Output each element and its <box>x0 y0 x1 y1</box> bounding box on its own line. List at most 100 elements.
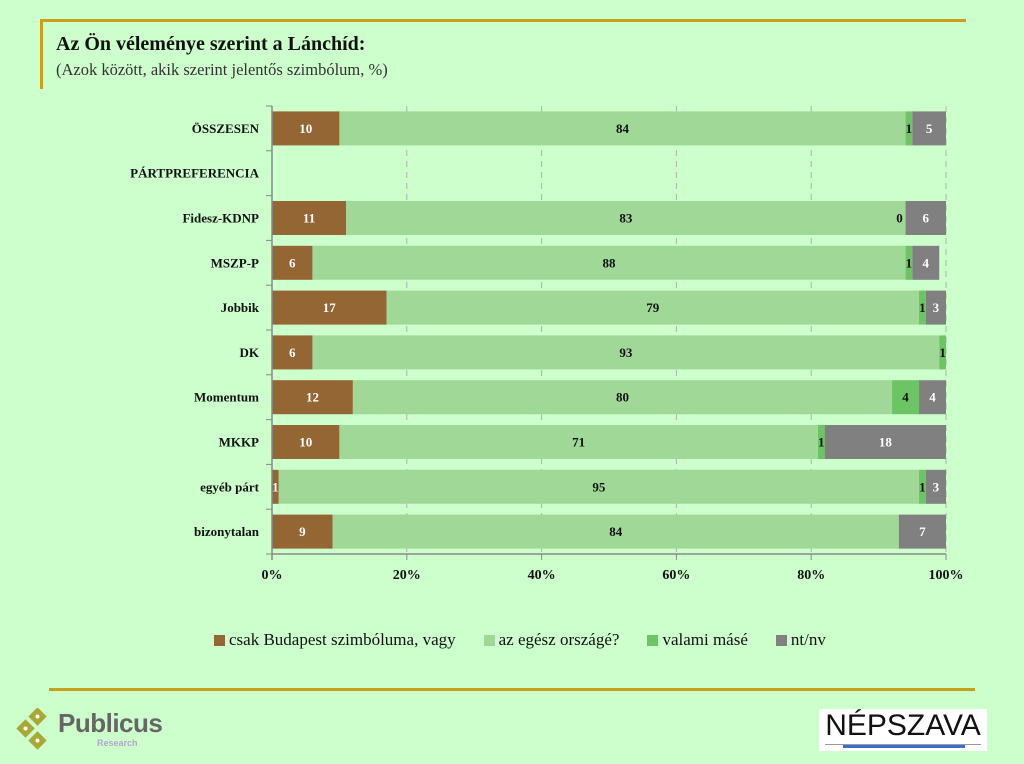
frame-bottom-rule <box>49 688 975 691</box>
bar-segment <box>905 245 913 280</box>
data-label: 95 <box>592 479 606 494</box>
data-label: 1 <box>919 300 926 315</box>
data-label: 1 <box>939 345 946 360</box>
stacked-bar-chart: 10 84 1 511 83 0 66 88 1 417 79 1 36 93 112 80 4 410 71 1 18… <box>130 105 964 583</box>
bars: 10 84 1 511 83 0 66 88 1 417 79 1 36 93 112 80 4 410 71 1 18… <box>272 111 946 549</box>
bar-segment <box>352 380 893 415</box>
bar-segment <box>939 335 946 370</box>
legend-swatch <box>483 634 495 646</box>
data-label: 6 <box>923 211 930 226</box>
data-label: 93 <box>619 345 633 360</box>
data-label: 17 <box>323 300 337 315</box>
axes <box>266 105 947 560</box>
data-label: 3 <box>933 300 940 315</box>
bar-segment <box>272 425 340 459</box>
bar-segment <box>272 469 279 504</box>
data-label: 7 <box>919 524 926 539</box>
data-label: 6 <box>289 345 296 360</box>
data-label: 4 <box>923 255 930 270</box>
legend-label: csak Budapest szimbóluma, vagy <box>229 630 456 649</box>
category-label: Momentum <box>194 390 259 405</box>
category-label: Fidesz-KDNP <box>182 211 259 226</box>
category-labels: ÖSSZESEN PÁRTPREFERENCIA Fidesz-KDNP MSZP-P… <box>130 121 260 539</box>
bar-segment <box>312 245 906 280</box>
legend-swatch <box>214 634 225 646</box>
category-label: MKKP <box>219 435 259 450</box>
nepszava-bar <box>843 745 965 748</box>
data-label: 11 <box>303 211 315 226</box>
bar-segment <box>339 111 906 146</box>
category-label: ÖSSZESEN <box>192 121 260 136</box>
bar-segment <box>272 335 313 370</box>
bar-segment <box>898 514 946 549</box>
bar-segment <box>919 469 926 504</box>
bar-segment <box>346 201 906 235</box>
publicus-logo: Publicus Research <box>12 707 163 752</box>
x-tick-label: 60% <box>662 568 690 583</box>
bar-segment <box>272 111 340 146</box>
legend-label: valami másé <box>662 630 748 649</box>
legend: csak Budapest szimbóluma, vagy az egész … <box>214 630 854 650</box>
legend-swatch <box>775 634 787 646</box>
data-label: 1 <box>272 479 279 494</box>
bar-segment <box>912 111 946 146</box>
tick-labels: 0% 20% 40% 60% 80% 100% <box>262 568 964 583</box>
data-label: 10 <box>299 435 312 450</box>
bar-segment <box>272 514 333 549</box>
data-label: 10 <box>299 121 312 136</box>
data-label: 84 <box>609 524 623 539</box>
bar-segment <box>332 514 899 549</box>
category-label: egyéb párt <box>200 479 260 494</box>
bar-segment <box>272 201 347 235</box>
legend-item-ntnv: nt/nv <box>775 630 826 650</box>
bar-segment <box>339 425 818 459</box>
publicus-sub: Research <box>97 738 138 748</box>
bar-segment <box>905 111 913 146</box>
data-label: 84 <box>616 121 630 136</box>
data-label: 1 <box>818 435 825 450</box>
bar-segment <box>272 380 353 415</box>
category-label: PÁRTPREFERENCIA <box>130 166 259 181</box>
x-tick-label: 40% <box>528 568 556 583</box>
data-label: 9 <box>299 524 306 539</box>
bar-segment <box>925 290 946 325</box>
legend-item-orszag: az egész országé? <box>483 630 619 650</box>
x-tick-label: 100% <box>929 568 964 583</box>
legend-label: nt/nv <box>790 630 826 649</box>
legend-swatch <box>647 634 659 646</box>
category-label: bizonytalan <box>194 524 260 539</box>
frame-left-rule <box>40 19 43 89</box>
category-label: MSZP-P <box>211 255 259 270</box>
data-label: 80 <box>616 390 629 405</box>
data-label: 12 <box>306 390 319 405</box>
data-label: 4 <box>902 390 909 405</box>
data-label: 18 <box>879 435 893 450</box>
bar-segment <box>919 290 926 325</box>
bar-segment <box>272 245 313 280</box>
data-label: 5 <box>926 121 933 136</box>
legend-item-mase: valami másé <box>647 630 748 650</box>
bar-segment <box>272 290 387 325</box>
bar-segment <box>817 425 825 459</box>
gridlines <box>406 106 947 554</box>
data-label: 4 <box>929 390 936 405</box>
x-tick-label: 20% <box>393 568 421 583</box>
data-label: 0 <box>896 211 903 226</box>
data-label: 79 <box>646 300 660 315</box>
publicus-diamonds-icon <box>16 707 47 750</box>
data-label: 88 <box>603 255 617 270</box>
data-label: 71 <box>572 435 585 450</box>
chart-subtitle: (Azok között, akik szerint jelentős szim… <box>56 60 388 79</box>
data-label: 3 <box>933 479 940 494</box>
data-label: 83 <box>619 211 633 226</box>
data-label: 1 <box>906 121 913 136</box>
bar-segment <box>386 290 920 325</box>
publicus-name: Publicus <box>58 708 163 738</box>
x-tick-label: 0% <box>262 568 283 583</box>
chart-title: Az Ön véleménye szerint a Lánchíd: <box>56 33 366 55</box>
bar-segment <box>892 380 920 415</box>
category-label: DK <box>240 345 260 360</box>
nepszava-logo: NÉPSZAVA <box>819 709 987 751</box>
x-tick-label: 80% <box>797 568 825 583</box>
bar-segment <box>925 469 946 504</box>
